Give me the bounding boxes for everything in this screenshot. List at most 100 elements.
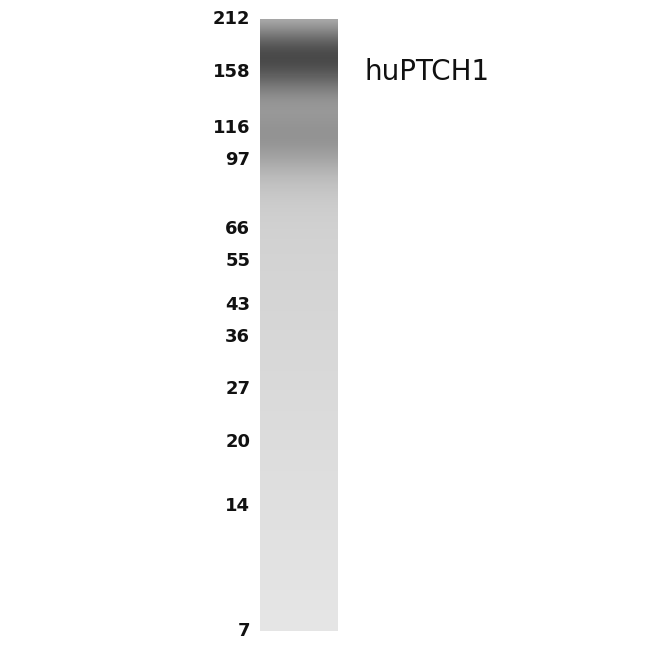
Bar (260, 616, 338, 618)
Bar (260, 389, 338, 390)
Bar (260, 436, 338, 437)
Bar (260, 254, 338, 255)
Bar (260, 85, 338, 86)
Bar (260, 497, 338, 499)
Bar (260, 259, 338, 261)
Bar (260, 547, 338, 548)
Bar (260, 518, 338, 519)
Bar (260, 177, 338, 178)
Bar (260, 371, 338, 373)
Bar (260, 305, 338, 307)
Bar (260, 567, 338, 568)
Bar (260, 560, 338, 561)
Bar (260, 308, 338, 309)
Bar (260, 597, 338, 599)
Bar (260, 506, 338, 508)
Bar (260, 101, 338, 103)
Bar (260, 384, 338, 385)
Bar (260, 560, 338, 562)
Bar (260, 48, 338, 50)
Bar (260, 151, 338, 153)
Bar (260, 358, 338, 359)
Bar (260, 64, 338, 66)
Bar (260, 423, 338, 425)
Bar (260, 619, 338, 620)
Bar (260, 563, 338, 564)
Bar (260, 454, 338, 456)
Bar (260, 109, 338, 111)
Bar (260, 49, 338, 51)
Bar (260, 328, 338, 329)
Bar (260, 434, 338, 436)
Bar (260, 588, 338, 590)
Bar (260, 349, 338, 350)
Bar (260, 161, 338, 162)
Bar (260, 205, 338, 207)
Bar (260, 375, 338, 377)
Bar (260, 148, 338, 150)
Bar (260, 354, 338, 356)
Bar (260, 72, 338, 73)
Bar (260, 42, 338, 44)
Bar (260, 355, 338, 357)
Bar (260, 443, 338, 444)
Bar (260, 475, 338, 476)
Bar (260, 577, 338, 578)
Bar (260, 29, 338, 31)
Bar (260, 321, 338, 323)
Bar (260, 474, 338, 476)
Bar (260, 236, 338, 237)
Bar (260, 455, 338, 456)
Bar (260, 582, 338, 584)
Bar (260, 314, 338, 316)
Bar (260, 60, 338, 62)
Bar (260, 556, 338, 557)
Bar (260, 116, 338, 118)
Bar (260, 292, 338, 293)
Bar (260, 143, 338, 145)
Bar (260, 37, 338, 39)
Bar (260, 25, 338, 27)
Bar (260, 508, 338, 510)
Bar (260, 168, 338, 170)
Bar (260, 510, 338, 512)
Bar (260, 89, 338, 91)
Bar (260, 222, 338, 223)
Bar (260, 218, 338, 220)
Bar (260, 415, 338, 417)
Bar (260, 181, 338, 183)
Bar (260, 174, 338, 176)
Bar (260, 352, 338, 354)
Bar (260, 235, 338, 237)
Bar (260, 407, 338, 408)
Bar (260, 91, 338, 93)
Bar (260, 553, 338, 555)
Bar (260, 603, 338, 604)
Bar (260, 250, 338, 252)
Bar (260, 479, 338, 481)
Bar (260, 443, 338, 445)
Bar (260, 138, 338, 140)
Bar (260, 150, 338, 151)
Bar (260, 626, 338, 627)
Bar (260, 428, 338, 430)
Bar (260, 537, 338, 539)
Text: 116: 116 (213, 118, 250, 136)
Bar (260, 463, 338, 465)
Bar (260, 619, 338, 621)
Bar (260, 366, 338, 368)
Bar (260, 222, 338, 224)
Bar (260, 192, 338, 194)
Bar (260, 298, 338, 300)
Bar (260, 47, 338, 49)
Bar (260, 389, 338, 391)
Bar (260, 511, 338, 512)
Bar (260, 566, 338, 567)
Bar (260, 184, 338, 185)
Bar (260, 46, 338, 47)
Bar (260, 307, 338, 309)
Bar (260, 90, 338, 92)
Bar (260, 544, 338, 546)
Bar (260, 95, 338, 97)
Bar (260, 391, 338, 392)
